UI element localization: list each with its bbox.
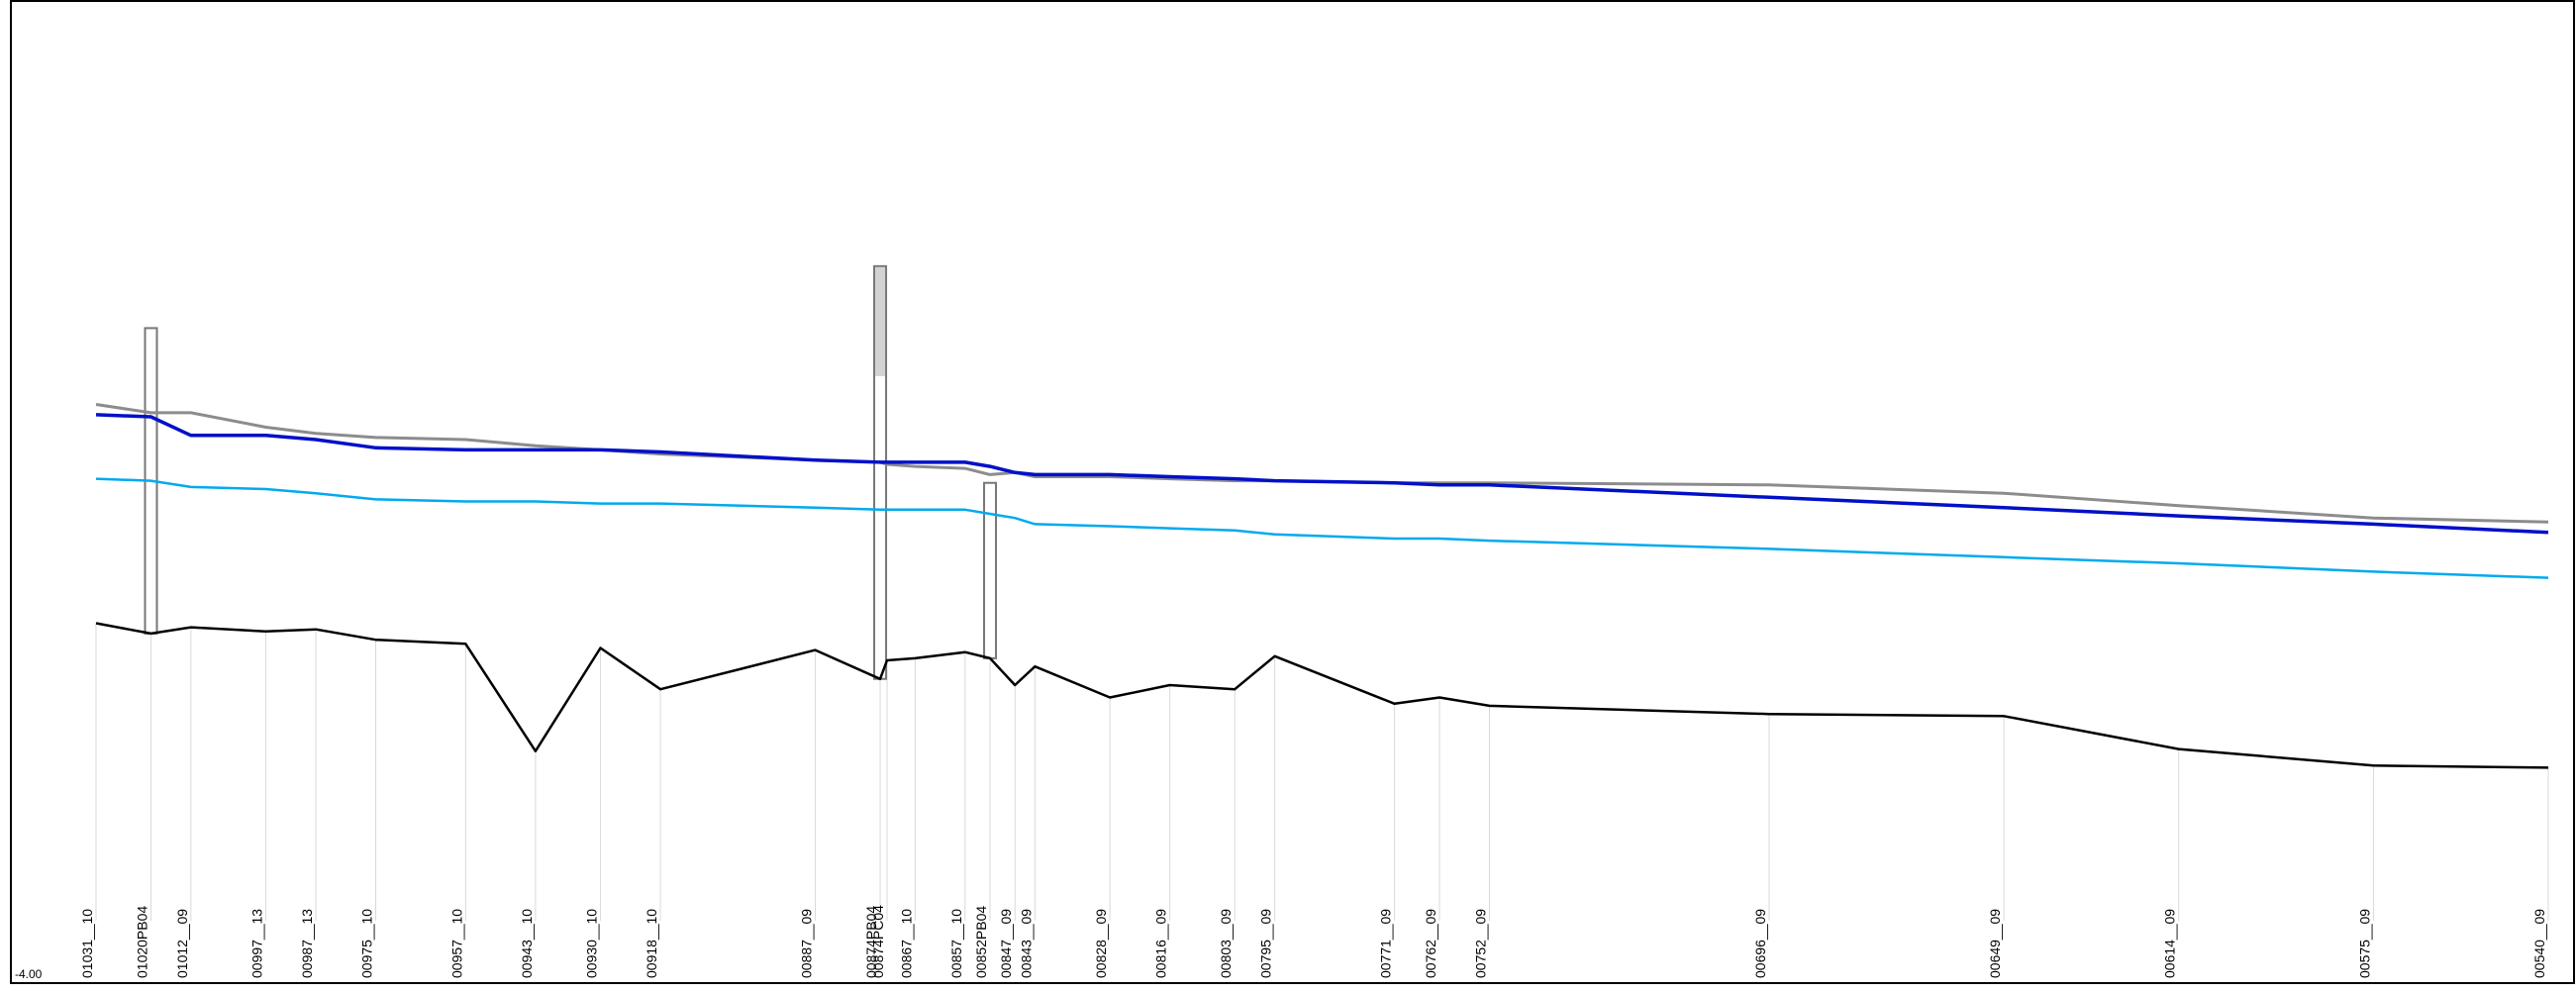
series-line-bank [95, 403, 2549, 524]
y-axis-min-label: -4.00 [15, 967, 43, 981]
section-label: 00987__13 [299, 909, 315, 978]
structure-deck [875, 266, 886, 376]
section-label: 01031__10 [79, 909, 95, 978]
section-label: 00696__09 [1752, 909, 1768, 978]
section-label: 00930__10 [584, 909, 600, 978]
section-label: 00874PB04 [863, 906, 879, 978]
section-label: 00762__09 [1423, 909, 1438, 978]
section-label: 00943__10 [519, 909, 535, 978]
structure-pier [983, 481, 998, 659]
chart-frame [10, 0, 2575, 984]
section-labels: 01031__10 01020PB04 01012__09 00997__13 0098… [79, 905, 2547, 978]
section-label: 00816__09 [1153, 909, 1169, 978]
section-label: 00874PC04 [870, 905, 886, 978]
section-label: 00975__10 [359, 909, 375, 978]
section-lines [95, 623, 2549, 921]
section-label: 00795__09 [1258, 909, 1274, 978]
section-label: 00614__09 [2162, 909, 2178, 978]
section-label: 00887__09 [799, 909, 815, 978]
section-label: 01020PB04 [135, 906, 150, 978]
section-label: 00918__10 [644, 909, 659, 978]
section-label: 00828__09 [1093, 909, 1109, 978]
section-label: 00847__09 [998, 909, 1014, 978]
section-label: 00803__09 [1218, 909, 1234, 978]
section-label: 00957__10 [448, 909, 464, 978]
series-line-water-main [95, 413, 2549, 535]
section-label: 00575__09 [2356, 909, 2372, 978]
section-label: 00843__09 [1018, 909, 1034, 978]
series-layer [95, 403, 2549, 769]
section-label: 00771__09 [1378, 909, 1394, 978]
section-label: 00752__09 [1473, 909, 1489, 978]
section-label: 00997__13 [249, 909, 265, 978]
section-label: 00649__09 [1987, 909, 2003, 978]
series-line-water-secondary [95, 477, 2549, 579]
section-label: 00857__10 [948, 909, 964, 978]
section-label: 00540__09 [2531, 909, 2547, 978]
section-label: 00852PB04 [973, 906, 989, 978]
section-label: 00867__10 [898, 909, 914, 978]
series-line-bed [95, 622, 2549, 769]
section-label: 01012__09 [174, 909, 190, 978]
